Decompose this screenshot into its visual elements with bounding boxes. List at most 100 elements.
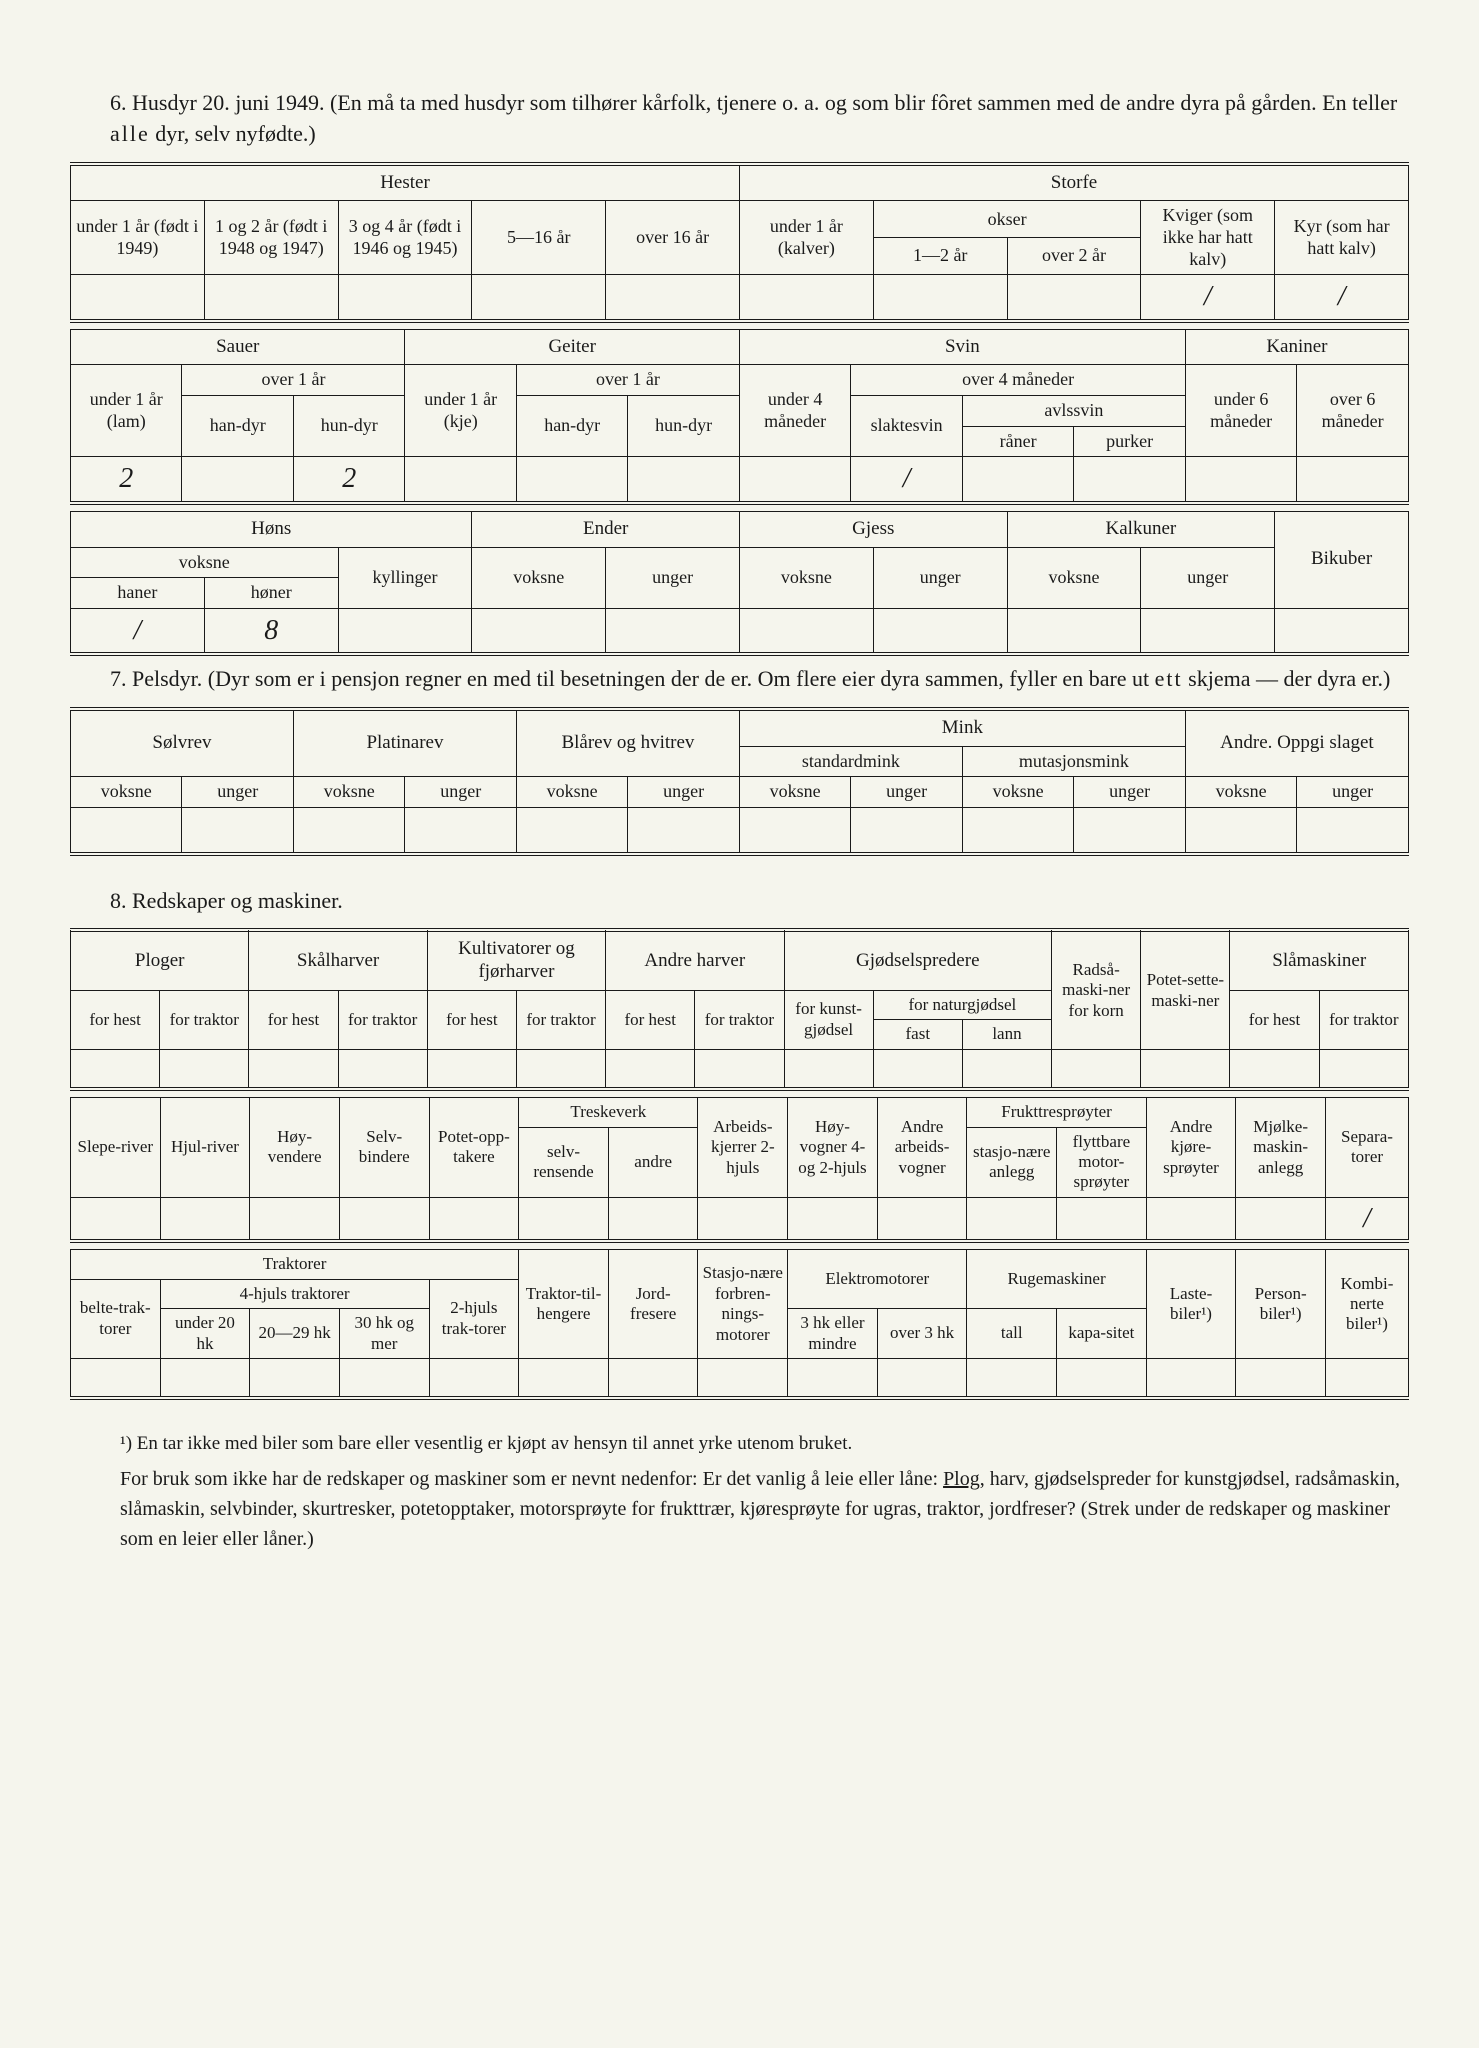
hdr-skalharver: Skålharver [249,930,427,990]
cell [405,457,516,503]
stasjo: stasjo-nære anlegg [967,1127,1057,1197]
v: voksne [739,777,850,808]
cell [628,808,739,854]
cell [1230,1049,1319,1089]
kyllinger: kyllinger [338,547,472,608]
selvbindere: Selv-bindere [339,1098,429,1198]
sec7-c: ett [1155,666,1183,691]
ft: for traktor [1319,990,1408,1049]
page: 6. Husdyr 20. juni 1949. (En må ta med h… [0,0,1479,2048]
cell [606,1049,695,1089]
fn2a: For bruk som ikke har de redskaper og ma… [120,1468,943,1490]
potetopp: Potet-opp-takere [429,1098,519,1198]
hdr-bikuber: Bikuber [1275,511,1409,608]
cell [160,1197,250,1241]
rugemaskiner: Rugemaskiner [967,1250,1146,1309]
cell [1141,1049,1230,1089]
hdr-solvrev: Sølvrev [71,709,294,777]
belte: belte-trak-torer [71,1279,161,1358]
cell: / [1141,275,1275,321]
hdr-ender: Ender [472,511,740,547]
cell: 2 [71,457,182,503]
cell [339,1197,429,1241]
ka1: under 6 måneder [1185,365,1296,457]
sec8-num: 8. [110,888,127,913]
s2: 1—2 år [873,238,1007,275]
lann: lann [962,1020,1051,1049]
cell [739,457,850,503]
kombinerte: Kombi-nerte biler¹) [1325,1250,1408,1359]
hdr-potet: Potet-sette-maski-ner [1141,930,1230,1049]
u: unger [628,777,739,808]
voksne: voksne [71,547,339,578]
cell [339,1358,429,1398]
u: unger [1297,777,1409,808]
kapasitet: kapa-sitet [1057,1309,1147,1359]
hdr-gjess: Gjess [739,511,1007,547]
cell: 2 [293,457,404,503]
standardmink: standardmink [739,746,962,777]
arbeidskjerrer: Arbeids-kjerrer 2-hjuls [698,1098,788,1198]
s5: Kyr (som har hatt kalv) [1275,201,1409,275]
hoyvogner: Høy-vogner 4- og 2-hjuls [788,1098,878,1198]
fast: fast [873,1020,962,1049]
cell [338,608,472,654]
hdr-hons: Høns [71,511,472,547]
cell [519,1197,609,1241]
fh: for hest [427,990,516,1049]
cell [1074,457,1185,503]
cell [250,1197,340,1241]
ka2: over 6 måneder [1297,365,1409,457]
hdr-svin: Svin [739,329,1185,365]
honer: høner [204,578,338,609]
slaktesvin: slaktesvin [851,396,962,457]
cell [1052,1049,1141,1089]
cell [338,1049,427,1089]
footnote-1: ¹) En tar ikke med biler som bare eller … [120,1430,1409,1458]
mutasjonsmink: mutasjonsmink [962,746,1185,777]
cell [873,1049,962,1089]
h1: under 1 år (født i 1949) [71,201,205,275]
cell [1007,608,1141,654]
kalk-unger: unger [1141,547,1275,608]
cell: / [1275,275,1409,321]
traktortil: Traktor-til-hengere [519,1250,609,1359]
sec6-title: 6. Husdyr 20. juni 1949. (En må ta med h… [110,88,1409,150]
cell [1141,608,1275,654]
cell [1297,457,1409,503]
u: unger [1074,777,1185,808]
traktorer: Traktorer [71,1250,519,1279]
cell [851,808,962,854]
ge-han: han-dyr [516,396,627,457]
personbiler: Person-biler¹) [1236,1250,1326,1359]
h2: 1 og 2 år (født i 1948 og 1947) [204,201,338,275]
elektro: Elektromotorer [788,1250,967,1309]
cell [967,1197,1057,1241]
hk30: 30 hk og mer [339,1309,429,1359]
hdr-kaniner: Kaniner [1185,329,1408,365]
ge-hun: hun-dyr [628,396,739,457]
table-7: Sølvrev Platinarev Blårev og hvitrev Min… [70,707,1409,855]
hdr-andre-harver: Andre harver [606,930,784,990]
table-6a: Hester Storfe under 1 år (født i 1949) 1… [70,162,1409,323]
hdr-kultivatorer: Kultivatorer og fjørharver [427,930,605,990]
cell [788,1358,878,1398]
over3hk: over 3 hk [877,1309,967,1359]
v: voksne [71,777,182,808]
cell [1275,608,1409,654]
cell [606,275,740,321]
purker: purker [1074,426,1185,457]
cell [1057,1358,1147,1398]
ft: for traktor [695,990,784,1049]
table-6c: Høns Ender Gjess Kalkuner Bikuber voksne… [70,511,1409,656]
cell [516,457,627,503]
hdr-geiter: Geiter [405,329,739,365]
sec7-b: (Dyr som er i pensjon regner en med til … [208,666,1155,691]
separa: Separa-torer [1325,1098,1408,1198]
mjolke: Mjølke-maskin-anlegg [1236,1098,1326,1198]
firehjuls: 4-hjuls traktorer [160,1279,429,1308]
u: unger [405,777,516,808]
cell [71,1197,161,1241]
v: voksne [1185,777,1296,808]
h4: 5—16 år [472,201,606,275]
